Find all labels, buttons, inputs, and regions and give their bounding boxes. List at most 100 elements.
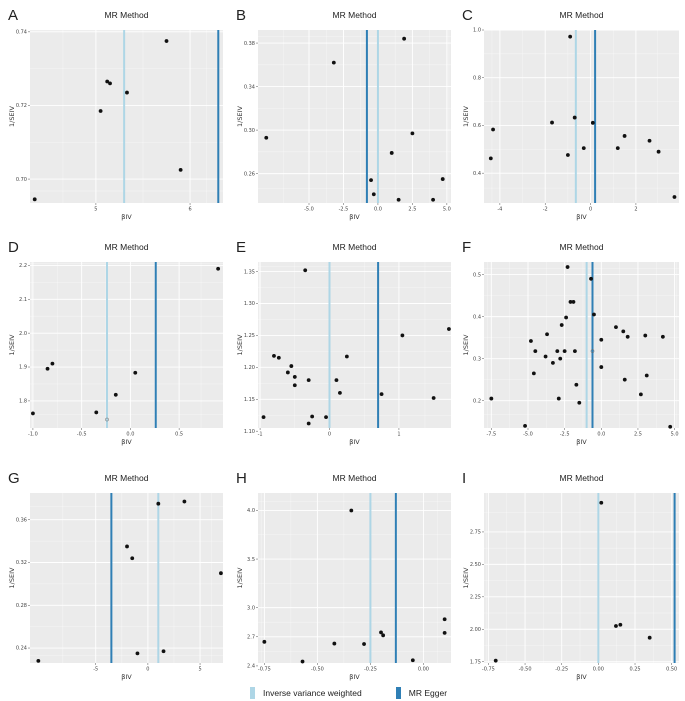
data-point — [550, 120, 554, 125]
data-point — [672, 195, 677, 199]
data-point — [543, 354, 548, 359]
data-point — [568, 300, 573, 304]
data-point-open — [590, 349, 595, 353]
x-tick-label: 0.0 — [597, 432, 605, 438]
x-axis-label: βIV — [121, 213, 132, 221]
x-tick-label: -0.50 — [519, 667, 532, 673]
data-point — [644, 373, 649, 378]
y-axis-label: 1/SEIV — [236, 567, 244, 588]
data-point — [493, 658, 498, 663]
y-tick-label: 1.0 — [473, 28, 481, 34]
legend-label-egger: MR Egger — [408, 688, 448, 698]
y-tick-label: 0.26 — [244, 171, 255, 177]
y-tick-label: 0.74 — [16, 30, 27, 36]
data-point — [125, 90, 129, 95]
x-tick-label: -5.0 — [304, 207, 314, 213]
y-tick-label: 0.2 — [473, 398, 481, 404]
data-point — [105, 79, 110, 84]
x-tick-label: -2.5 — [560, 432, 570, 438]
panel-title: MR Method — [333, 10, 377, 20]
panel-a: A MR Method 5 6 0.70 0.72 0.74 βIV 1/SEIV — [8, 7, 223, 221]
data-point — [565, 153, 570, 157]
data-point — [332, 641, 337, 646]
y-tick-label: 2.1 — [19, 297, 27, 303]
data-point — [545, 332, 549, 337]
x-tick-label: 0.0 — [126, 432, 134, 438]
y-axis-label: 1/SEIV — [462, 105, 470, 126]
panel-letter: F — [462, 239, 471, 256]
x-tick-label: 2 — [634, 207, 637, 213]
data-point — [590, 120, 595, 125]
data-point — [442, 617, 447, 622]
data-point — [331, 60, 336, 65]
data-point — [178, 167, 183, 172]
panel-letter: E — [236, 239, 246, 256]
y-tick-label: 1.30 — [244, 301, 255, 307]
data-point — [529, 339, 533, 343]
legend-label-ivw: Inverse variance weighted — [263, 688, 362, 698]
data-point — [289, 364, 294, 368]
y-axis-label: 1/SEIV — [8, 567, 16, 588]
x-tick-label: 2.5 — [408, 207, 416, 213]
y-tick-label: 0.36 — [16, 517, 27, 523]
y-tick-label: 2.2 — [19, 263, 27, 269]
data-point — [50, 361, 55, 366]
data-point — [276, 355, 281, 360]
data-point — [431, 197, 435, 202]
y-tick-label: 0.5 — [473, 272, 481, 278]
x-tick-label: 0.0 — [374, 207, 382, 213]
y-tick-label: 0.3 — [473, 356, 481, 362]
x-tick-label: -0.50 — [311, 667, 324, 673]
x-axis-label: βIV — [349, 213, 360, 221]
data-point — [442, 630, 447, 635]
data-point — [638, 392, 643, 397]
data-point — [447, 327, 451, 331]
data-point — [182, 499, 187, 504]
data-point — [577, 400, 582, 405]
data-point — [381, 633, 386, 638]
data-point — [410, 658, 415, 663]
y-tick-label: 1.75 — [470, 659, 481, 665]
data-point — [643, 333, 648, 338]
data-point — [660, 334, 665, 339]
plot-area — [258, 493, 451, 663]
data-point — [389, 151, 394, 155]
data-point — [668, 424, 673, 429]
data-point — [531, 371, 536, 376]
y-tick-label: 2.00 — [470, 627, 481, 633]
data-point — [592, 312, 596, 317]
x-tick-label: 2.5 — [634, 432, 642, 438]
data-point — [94, 410, 99, 415]
plot-area — [484, 30, 679, 203]
x-tick-label: 1 — [397, 432, 400, 438]
data-point — [523, 423, 527, 428]
panel-title: MR Method — [333, 473, 377, 483]
x-tick-label: -5 — [93, 667, 98, 673]
y-tick-label: 2.0 — [19, 331, 27, 337]
data-point — [306, 378, 311, 383]
x-tick-label: -0.25 — [555, 667, 568, 673]
x-tick-label: -1 — [258, 432, 263, 438]
data-point — [108, 81, 112, 86]
x-tick-label: -0.75 — [482, 667, 495, 673]
data-point — [379, 392, 384, 397]
y-tick-label: 1.35 — [244, 269, 255, 275]
x-axis-label: βIV — [576, 438, 587, 446]
panel-title: MR Method — [560, 10, 604, 20]
data-point — [216, 266, 221, 271]
y-tick-label: 0.6 — [473, 123, 481, 129]
x-tick-label: 0 — [146, 667, 149, 673]
data-point — [599, 337, 604, 342]
data-point — [599, 365, 604, 369]
y-tick-label: 0.8 — [473, 75, 481, 81]
data-point — [125, 544, 129, 549]
data-point — [362, 642, 366, 646]
x-tick-label: 0 — [328, 432, 331, 438]
data-point — [161, 649, 166, 654]
legend-swatch-egger — [395, 687, 401, 699]
panel-c: C MR Method -4 -2 0 2 0.4 0.6 0.8 1.0 βIV 1/SEIV — [462, 7, 679, 221]
x-tick-label: -0.25 — [364, 667, 377, 673]
x-tick-label: -4 — [497, 207, 502, 213]
data-point — [371, 192, 376, 197]
y-tick-label: 1.8 — [19, 399, 27, 405]
